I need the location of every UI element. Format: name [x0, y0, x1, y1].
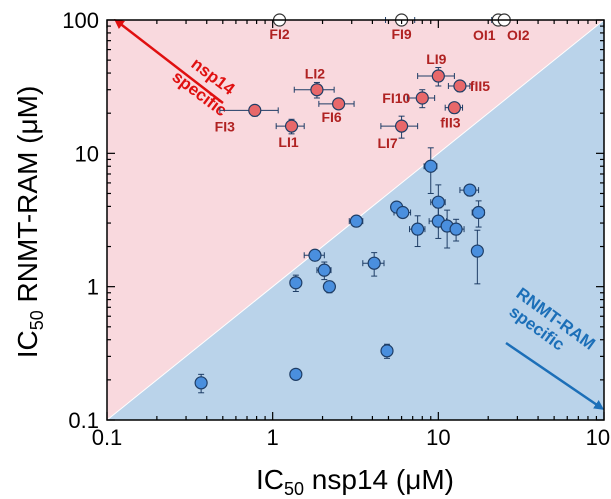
rnmt-ram-point: [194, 376, 208, 390]
point-label: fII5: [470, 78, 490, 94]
point-label: LI1: [278, 134, 298, 150]
rnmt-ram-point: [308, 248, 322, 262]
nsp14-selective-point: [284, 119, 299, 133]
point-label: fII3: [440, 115, 460, 131]
rnmt-ram-point: [367, 256, 381, 270]
rnmt-ram-point: [431, 195, 445, 209]
nsp14-selective-point: [453, 79, 467, 93]
point-label: FI6: [321, 109, 341, 125]
rnmt-ram-point: [396, 205, 410, 220]
tick-labels: 0.1 1 10 100 0.1 1 10 100: [62, 8, 611, 450]
point-label: OI1: [473, 27, 496, 43]
rnmt-ram-point: [449, 222, 463, 236]
x-tick-label: 1: [267, 425, 279, 450]
rnmt-ram-point: [424, 159, 438, 173]
y-tick-label: 0.1: [68, 408, 99, 433]
point-label: FI10: [382, 90, 410, 106]
nsp14-selective-point: [248, 103, 262, 117]
nsp14-selective-point: [331, 97, 346, 111]
point-label: FI9: [391, 26, 411, 42]
x-tick-label: 0.1: [92, 425, 123, 450]
y-tick-label: 10: [75, 141, 99, 166]
nsp14-selective-point: [447, 101, 461, 115]
rnmt-ram-point: [470, 244, 484, 258]
rnmt-ram-point: [289, 276, 303, 290]
plot-frame: [106, 19, 605, 421]
point-labels: FI2 FI9 OI1 OI2 LI2 FI6 FI3 LI1 LI9 fII5 FI10 fII3 L…: [215, 26, 530, 151]
rnmt-ram-point: [322, 280, 336, 294]
rnmt-ram-point: [289, 367, 303, 381]
x-tick-label: 10: [426, 425, 450, 450]
point-label: LI7: [377, 135, 397, 151]
y-tick-label: 100: [62, 8, 99, 33]
rnmt-ram-point: [463, 183, 477, 197]
nsp14-selective-point: [431, 69, 445, 83]
rnmt-ram-point: [349, 214, 363, 228]
nsp14-selective-point: [394, 119, 409, 133]
x-axis-title: IC50 nsp14 (μM): [256, 464, 454, 499]
y-axis-title: IC50 RNMT-RAM (μM): [12, 86, 47, 359]
nsp14-selective-point: [415, 91, 429, 105]
rnmt-ram-point: [317, 263, 331, 277]
axis-ticks: [106, 19, 605, 421]
y-tick-label: 1: [87, 275, 99, 300]
rnmt-ram-point: [380, 344, 394, 358]
point-label: LI2: [305, 66, 325, 82]
x-tick-label: 100: [586, 425, 611, 450]
blue-arrow: [505, 341, 605, 410]
point-label: LI9: [426, 51, 446, 67]
point-label: FI3: [215, 118, 235, 134]
rnmt-ram-point: [411, 222, 425, 236]
point-label: OI2: [507, 27, 530, 43]
rnmt-ram-point: [471, 205, 486, 220]
nsp14-selective-point: [310, 83, 324, 97]
red-arrow: [114, 18, 224, 104]
point-label: FI2: [269, 26, 289, 42]
